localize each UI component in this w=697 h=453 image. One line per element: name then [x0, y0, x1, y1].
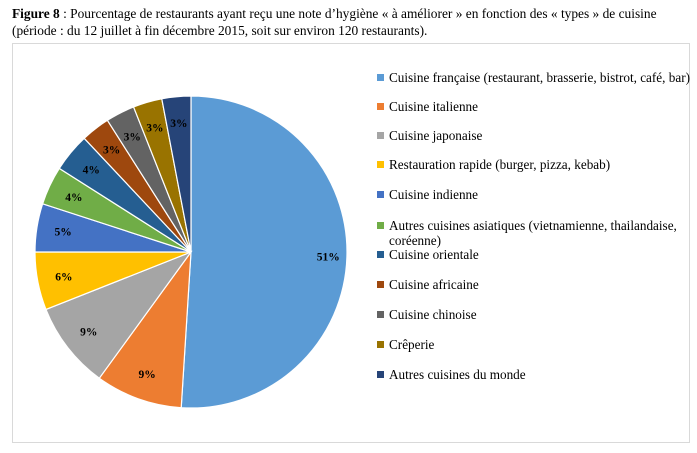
pie-slice-1: [180, 95, 348, 409]
legend-swatch-2: [377, 103, 384, 110]
figure-caption-text: : Pourcentage de restaurants ayant reçu …: [12, 6, 657, 38]
legend-label-1: Cuisine française (restaurant, brasserie…: [389, 70, 690, 85]
legend-swatch-11: [377, 371, 384, 378]
figure-caption: Figure 8 : Pourcentage de restaurants ay…: [12, 5, 692, 39]
figure-label: Figure 8: [12, 6, 60, 21]
legend-swatch-5: [377, 191, 384, 198]
slice-value-label-11: 3%: [170, 118, 187, 130]
slice-value-label-8: 3%: [103, 145, 120, 157]
legend-swatch-9: [377, 311, 384, 318]
slice-value-label-2: 9%: [139, 369, 156, 381]
legend-label-9: Cuisine chinoise: [389, 307, 477, 322]
pie-chart: 51%9%9%6%5%4%4%3%3%3% 3%: [34, 95, 348, 409]
slice-value-label-1: 51%: [317, 251, 340, 263]
legend-swatch-6: [377, 222, 384, 229]
legend-label-4: Restauration rapide (burger, pizza, keba…: [389, 157, 611, 172]
legend-swatch-10: [377, 341, 384, 348]
slice-value-label-5: 5%: [54, 227, 71, 239]
legend-label-5: Cuisine indienne: [389, 187, 479, 202]
slice-value-label-9: 3%: [124, 132, 141, 144]
slice-value-label-3: 9%: [80, 326, 97, 338]
slice-value-label-10: 3%: [146, 123, 163, 135]
legend-swatch-3: [377, 132, 384, 139]
legend-label-2: Cuisine italienne: [389, 99, 478, 114]
legend-swatch-8: [377, 281, 384, 288]
slice-value-label-7: 4%: [83, 164, 100, 176]
slice-value-label-4: 6%: [55, 271, 72, 283]
legend-swatch-4: [377, 161, 384, 168]
legend-label-11: Autres cuisines du monde: [389, 367, 526, 382]
slice-value-label-6: 4%: [65, 192, 82, 204]
pie-slice-11: [161, 95, 192, 253]
legend-swatch-7: [377, 251, 384, 258]
legend-label-7: Cuisine orientale: [389, 247, 479, 262]
legend-label-6: Autres cuisines asiatiques (vietnamienne…: [389, 218, 677, 248]
pie-slice-2: [98, 249, 192, 409]
legend-label-8: Cuisine africaine: [389, 277, 479, 292]
legend-label-10: Crêperie: [389, 337, 435, 352]
legend-label-3: Cuisine japonaise: [389, 128, 483, 143]
legend-swatch-1: [377, 74, 384, 81]
chart-frame: 51% 9% 9% 6% 5% 4% 4% 3% 3% 3% 3% Cuisine français…: [12, 43, 690, 443]
pie-slice-3: [45, 250, 193, 380]
